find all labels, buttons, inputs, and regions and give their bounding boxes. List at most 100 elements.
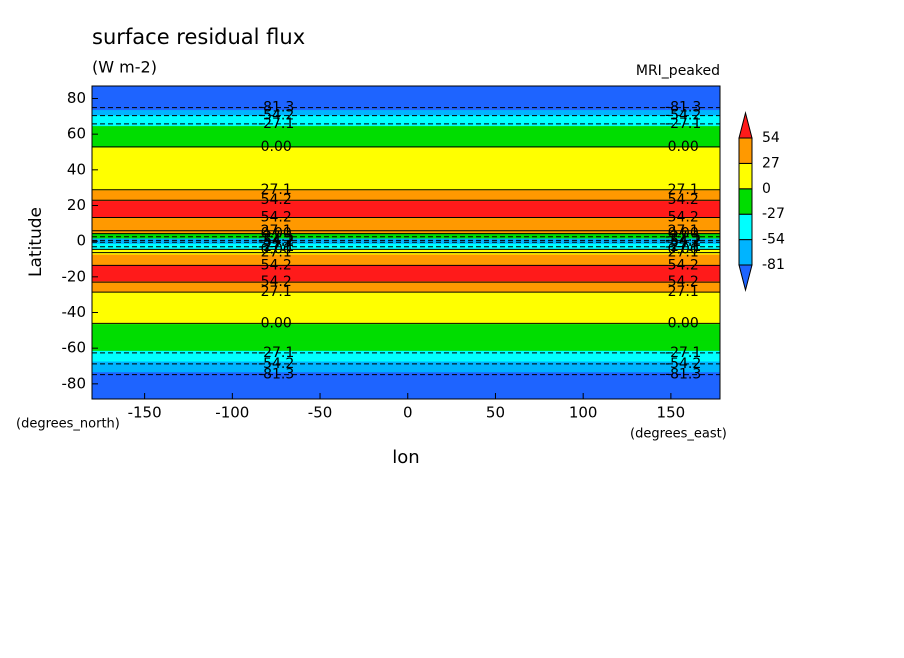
contour-band xyxy=(92,158,720,165)
contour-label: -27.1 xyxy=(258,229,294,245)
contour-label: -54.2 xyxy=(258,234,294,250)
contour-label: -27.1 xyxy=(258,345,294,361)
contour-label: 54.2 xyxy=(261,192,292,208)
x-tick-label: -100 xyxy=(215,404,249,422)
contour-band xyxy=(92,201,720,207)
chart-title: surface residual flux xyxy=(92,25,305,49)
contour-band xyxy=(92,350,720,357)
contour-label: 54.2 xyxy=(668,274,699,290)
contour-band xyxy=(92,366,720,373)
contour-band xyxy=(92,281,720,288)
contour-label: 54.2 xyxy=(668,257,699,273)
colorbar-label: 54 xyxy=(762,130,780,146)
x-tick-label: 150 xyxy=(657,404,686,422)
contour-label: -27.1 xyxy=(665,229,701,245)
contour-label: 0.00 xyxy=(261,139,292,155)
x-tick-label: 100 xyxy=(569,404,598,422)
contour-band xyxy=(92,233,720,239)
contour-band xyxy=(92,147,720,154)
contour-label: 27.1 xyxy=(668,182,699,198)
contour-band xyxy=(92,115,720,122)
contour-band xyxy=(92,372,720,379)
contour-band xyxy=(92,88,720,95)
colorbar-cap xyxy=(738,111,753,139)
contour-label: 27.1 xyxy=(261,223,292,239)
contour-label: 54.2 xyxy=(261,210,292,226)
contour-label: -54.2 xyxy=(665,356,701,372)
y-tick-label: -60 xyxy=(62,339,87,357)
contour-band xyxy=(92,297,720,304)
contour-band xyxy=(92,356,720,363)
contour-label: 0.00 xyxy=(261,315,292,331)
y-tick-label: 60 xyxy=(67,125,86,143)
colorbar-label: -54 xyxy=(762,232,785,248)
colorbar-box xyxy=(738,239,753,266)
contour-label: -81.3 xyxy=(665,367,701,383)
contour-band xyxy=(92,388,720,395)
contour-band xyxy=(92,184,720,191)
y-axis-label: Latitude xyxy=(26,207,46,277)
contour-band xyxy=(92,179,720,186)
contour-band xyxy=(92,270,720,277)
contour-band xyxy=(92,126,720,132)
contour-band xyxy=(92,142,720,149)
contour-band xyxy=(92,94,720,100)
contour-band xyxy=(92,340,720,346)
contour-band xyxy=(92,163,720,170)
contour-band xyxy=(92,195,720,202)
contour-label: -54.2 xyxy=(258,356,294,372)
colorbar-box xyxy=(738,162,753,190)
contour-band xyxy=(92,168,720,175)
contour-label: 54.2 xyxy=(668,192,699,208)
contour-band xyxy=(92,377,720,384)
x-tick-label: 0 xyxy=(403,404,413,422)
contour-label: -27.1 xyxy=(665,345,701,361)
contour-label: 54.2 xyxy=(261,257,292,273)
contour-band xyxy=(92,152,720,159)
contour-band xyxy=(92,318,720,325)
y-tick-label: -20 xyxy=(62,267,87,285)
contour-band xyxy=(92,259,720,266)
colorbar-label: -27 xyxy=(762,206,785,222)
contour-band xyxy=(92,324,720,330)
contour-label: -27.1 xyxy=(665,239,701,255)
colorbar-label: 27 xyxy=(762,155,780,171)
contour-band xyxy=(92,334,720,341)
colorbar-box xyxy=(738,213,753,241)
contour-label: -54.2 xyxy=(665,234,701,250)
colorbar-label: 0 xyxy=(762,181,771,197)
contour-label: 27.1 xyxy=(668,223,699,239)
contour-band xyxy=(92,206,720,213)
x-tick-label: -50 xyxy=(308,404,333,422)
contour-band xyxy=(92,291,720,298)
contour-band xyxy=(92,217,720,223)
y-tick-label: -80 xyxy=(62,374,87,392)
contour-label: 0.00 xyxy=(668,241,699,257)
y-tick-label: -40 xyxy=(62,303,87,321)
contour-band xyxy=(92,308,720,314)
contour-label: 0.00 xyxy=(668,315,699,331)
x-tick-label: -150 xyxy=(128,404,162,422)
contour-band xyxy=(92,174,720,181)
contour-band xyxy=(92,222,720,229)
contour-band xyxy=(92,238,720,245)
contour-band xyxy=(92,275,720,282)
x-units: (degrees_east) xyxy=(630,427,727,442)
x-tick-label: 50 xyxy=(486,404,505,422)
contour-band xyxy=(92,313,720,320)
contour-label: -81.3 xyxy=(258,100,294,116)
contour-band xyxy=(92,99,720,106)
colorbar-cap xyxy=(738,264,753,292)
contour-label: 0.00 xyxy=(261,241,292,257)
contour-band xyxy=(92,329,720,336)
contour-label: 27.1 xyxy=(668,284,699,300)
contour-label: 54.2 xyxy=(668,210,699,226)
colorbar-box xyxy=(738,137,753,164)
y-tick-label: 80 xyxy=(67,89,86,107)
contour-label: 27.1 xyxy=(261,284,292,300)
contour-band xyxy=(92,302,720,309)
contour-label: -27.1 xyxy=(258,239,294,255)
contour-label: -27.1 xyxy=(665,116,701,132)
contour-label: -27.1 xyxy=(258,116,294,132)
y-tick-label: 20 xyxy=(67,196,86,214)
